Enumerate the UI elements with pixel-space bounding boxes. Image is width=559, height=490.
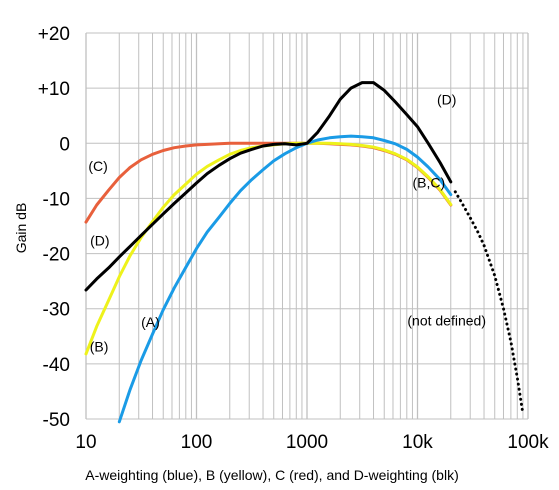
annotations: (C) (D) (B) (A) (D) (B,C) (not defined) <box>88 92 486 355</box>
x-tick-label: 10k <box>402 432 433 453</box>
y-tick-label: +20 <box>38 24 70 45</box>
y-tick-label: 0 <box>59 134 70 155</box>
curve-annotation: (not defined) <box>407 312 486 328</box>
x-tick-label: 10 <box>75 432 96 453</box>
y-tick-label: -40 <box>43 355 70 376</box>
curve-annotation: (C) <box>88 158 107 174</box>
x-axis-label: A-weighting (blue), B (yellow), C (red),… <box>85 467 458 483</box>
curve-annotation: (B) <box>90 339 109 355</box>
x-tick-label: 1000 <box>286 432 328 453</box>
curve-annotation: (B,C) <box>412 174 445 190</box>
series-group <box>84 81 525 424</box>
y-tick-label: -20 <box>43 245 70 266</box>
curve-annotation: (D) <box>90 232 109 248</box>
y-tick-label: -10 <box>43 189 70 210</box>
series-line-d-extrapolated <box>453 190 525 415</box>
x-tick-label: 100k <box>507 432 549 453</box>
y-tick-label: -50 <box>43 410 70 431</box>
grid <box>85 32 529 420</box>
y-axis-label: Gain dB <box>13 203 29 254</box>
x-tick-label: 100 <box>181 432 213 453</box>
curve-annotation: (A) <box>141 314 160 330</box>
series-line-a <box>117 134 453 424</box>
curve-annotation: (D) <box>437 92 456 108</box>
series-line-d <box>84 81 453 292</box>
y-tick-label: -30 <box>43 300 70 321</box>
y-tick-label: +10 <box>38 79 70 100</box>
